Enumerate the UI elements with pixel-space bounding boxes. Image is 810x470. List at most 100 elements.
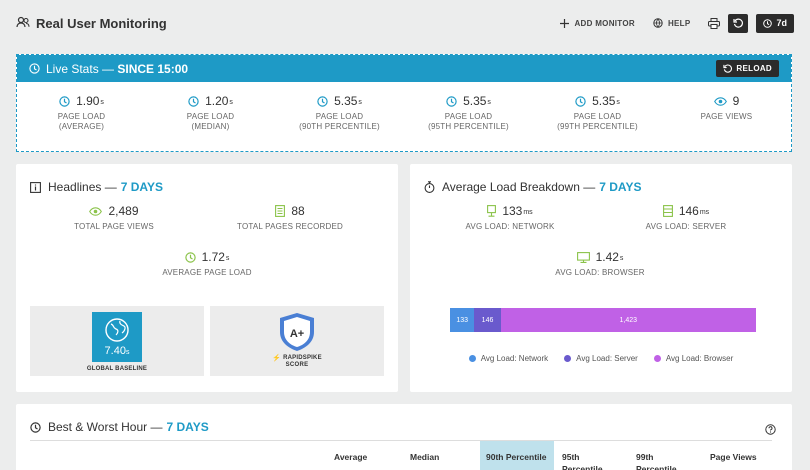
bestworst-period: 7 DAYS bbox=[166, 420, 209, 434]
column-average[interactable]: Average bbox=[334, 452, 368, 462]
stat-value: 9 bbox=[732, 94, 740, 108]
load-breakdown-card: Average Load Breakdown —7 DAYS 133 ms AVG… bbox=[410, 164, 792, 392]
stat-sublabel: (90TH PERCENTILE) bbox=[299, 122, 380, 131]
add-monitor-button[interactable]: ADD MONITOR bbox=[560, 18, 635, 28]
document-icon bbox=[275, 205, 286, 217]
clock-icon bbox=[29, 63, 40, 74]
stat-unit: s bbox=[619, 255, 624, 262]
score-shield: A+ bbox=[278, 312, 316, 352]
clock-icon bbox=[575, 95, 586, 107]
reload-button[interactable]: RELOAD bbox=[716, 60, 779, 77]
stat-page-load-90th: 5.35 s PAGE LOAD (90TH PERCENTILE) bbox=[275, 94, 404, 132]
legend-label: Avg Load: Browser bbox=[665, 354, 734, 363]
avg-load-network: 133 ms AVG LOAD: NETWORK bbox=[420, 204, 600, 231]
toolbar: ADD MONITOR HELP 7d bbox=[542, 13, 794, 33]
bestworst-title-text: Best & Worst Hour — bbox=[48, 420, 163, 434]
reload-label: RELOAD bbox=[736, 64, 772, 73]
clock-icon bbox=[30, 421, 41, 433]
shield-icon: A+ bbox=[280, 313, 314, 351]
monitor-icon bbox=[576, 251, 590, 263]
average-page-load: 1.72 s AVERAGE PAGE LOAD bbox=[117, 250, 297, 277]
stat-label: TOTAL PAGE VIEWS bbox=[74, 222, 154, 231]
stat-value: 88 bbox=[291, 204, 305, 218]
badges-row: 7.40s GLOBAL BASELINE A+ ⚡ RAPIDSPIKE SCO… bbox=[30, 306, 384, 376]
stat-value: 146 bbox=[678, 204, 699, 218]
breakdown-period: 7 DAYS bbox=[599, 180, 642, 194]
column-95th-percentile[interactable]: 95th Percentile bbox=[562, 452, 603, 470]
clock-icon bbox=[184, 251, 196, 263]
bar-segment-avg-load-server[interactable]: 146 bbox=[474, 308, 501, 332]
stat-page-load-average: 1.90 s PAGE LOAD (AVERAGE) bbox=[17, 94, 146, 132]
help-icon[interactable] bbox=[765, 422, 776, 440]
refresh-icon bbox=[733, 18, 744, 28]
stat-sublabel: (99TH PERCENTILE) bbox=[557, 122, 638, 131]
stat-label: PAGE LOAD bbox=[573, 112, 622, 121]
stat-value: 1.90 bbox=[76, 94, 100, 108]
clock-icon bbox=[446, 95, 457, 107]
stat-value: 133 bbox=[502, 204, 523, 218]
rapidspike-logo: ⚡ RAPIDSPIKE bbox=[272, 354, 322, 362]
stat-label: PAGE LOAD bbox=[186, 112, 235, 121]
stat-label: AVG LOAD: NETWORK bbox=[465, 222, 555, 231]
date-range-label: 7d bbox=[776, 18, 787, 28]
stat-unit: s bbox=[225, 255, 230, 262]
column-90th-percentile[interactable]: 90th Percentile bbox=[480, 441, 554, 470]
date-range-button[interactable]: 7d bbox=[756, 13, 794, 33]
top-bar: Real User Monitoring ADD MONITOR HELP 7d bbox=[0, 0, 810, 46]
stat-label: AVG LOAD: BROWSER bbox=[555, 268, 645, 277]
bar-segment-avg-load-browser[interactable]: 1,423 bbox=[500, 308, 756, 332]
column-page-views[interactable]: Page Views bbox=[710, 452, 757, 462]
legend-item[interactable]: Avg Load: Browser bbox=[653, 354, 734, 363]
legend-item[interactable]: Avg Load: Server bbox=[564, 354, 638, 363]
server-icon bbox=[662, 205, 673, 217]
info-icon bbox=[30, 181, 41, 193]
live-stats-title-text: Live Stats — bbox=[46, 61, 115, 76]
stat-value: 1.42 bbox=[595, 250, 619, 264]
live-stats-since: SINCE 15:00 bbox=[117, 61, 189, 76]
best-worst-hour-card: Best & Worst Hour —7 DAYS Average Median… bbox=[16, 404, 792, 470]
stat-sublabel: (AVERAGE) bbox=[58, 122, 105, 131]
live-stats-header: Live Stats — SINCE 15:00 RELOAD bbox=[17, 55, 791, 82]
clock-icon bbox=[59, 95, 70, 107]
clock-icon bbox=[188, 95, 199, 107]
legend-swatch bbox=[468, 355, 476, 362]
rapidspike-brand: RAPIDSPIKE bbox=[283, 355, 322, 361]
stat-value: 2,489 bbox=[108, 204, 139, 218]
bestworst-title: Best & Worst Hour —7 DAYS bbox=[30, 420, 778, 434]
legend-label: Avg Load: Network bbox=[480, 354, 549, 363]
baseline-unit: s bbox=[125, 349, 130, 356]
legend-label: Avg Load: Server bbox=[576, 354, 638, 363]
stat-label: TOTAL PAGES RECORDED bbox=[237, 222, 343, 231]
stat-page-views: 9 PAGE VIEWS bbox=[662, 94, 791, 132]
eye-icon bbox=[89, 206, 103, 216]
total-pages-recorded: 88 TOTAL PAGES RECORDED bbox=[200, 204, 380, 231]
column-median[interactable]: Median bbox=[410, 452, 440, 462]
headlines-stats: 2,489 TOTAL PAGE VIEWS 88 TOTAL PAGES RE… bbox=[30, 204, 384, 312]
baseline-label: GLOBAL BASELINE bbox=[86, 366, 148, 372]
stat-unit: s bbox=[616, 99, 620, 106]
avg-load-browser: 1.42 s AVG LOAD: BROWSER bbox=[510, 250, 690, 277]
legend-item[interactable]: Avg Load: Network bbox=[468, 354, 549, 363]
live-stats-panel: Live Stats — SINCE 15:00 RELOAD 1.90 s PA… bbox=[16, 54, 792, 152]
rapidspike-score-badge: A+ ⚡ RAPIDSPIKE SCORE bbox=[210, 306, 384, 376]
stat-page-load-99th: 5.35 s PAGE LOAD (99TH PERCENTILE) bbox=[533, 94, 662, 132]
breakdown-stats: 133 ms AVG LOAD: NETWORK 146 ms AVG LOAD: … bbox=[424, 204, 778, 300]
table-header: Average Median 90th Percentile 95th Perc… bbox=[30, 440, 772, 470]
score-label: SCORE bbox=[285, 362, 309, 368]
total-page-views: 2,489 TOTAL PAGE VIEWS bbox=[24, 204, 204, 231]
stat-value: 5.35 bbox=[334, 94, 358, 108]
legend-swatch bbox=[564, 355, 572, 362]
reload-icon bbox=[723, 64, 733, 73]
stat-label: AVG LOAD: SERVER bbox=[645, 222, 727, 231]
print-button[interactable] bbox=[708, 17, 721, 29]
column-99th-percentile[interactable]: 99th Percentile bbox=[636, 452, 677, 470]
stat-value: 5.35 bbox=[592, 94, 616, 108]
add-monitor-label: ADD MONITOR bbox=[574, 18, 635, 28]
refresh-button[interactable] bbox=[728, 13, 749, 33]
headlines-card: Headlines —7 DAYS 2,489 TOTAL PAGE VIEWS… bbox=[16, 164, 398, 392]
network-icon bbox=[487, 205, 497, 217]
breakdown-title-text: Average Load Breakdown — bbox=[442, 180, 596, 194]
chart-legend: Avg Load: Network Avg Load: Server Avg Loa… bbox=[410, 354, 792, 363]
bar-segment-avg-load-network[interactable]: 133 bbox=[450, 308, 475, 332]
help-button[interactable]: HELP bbox=[653, 18, 691, 28]
